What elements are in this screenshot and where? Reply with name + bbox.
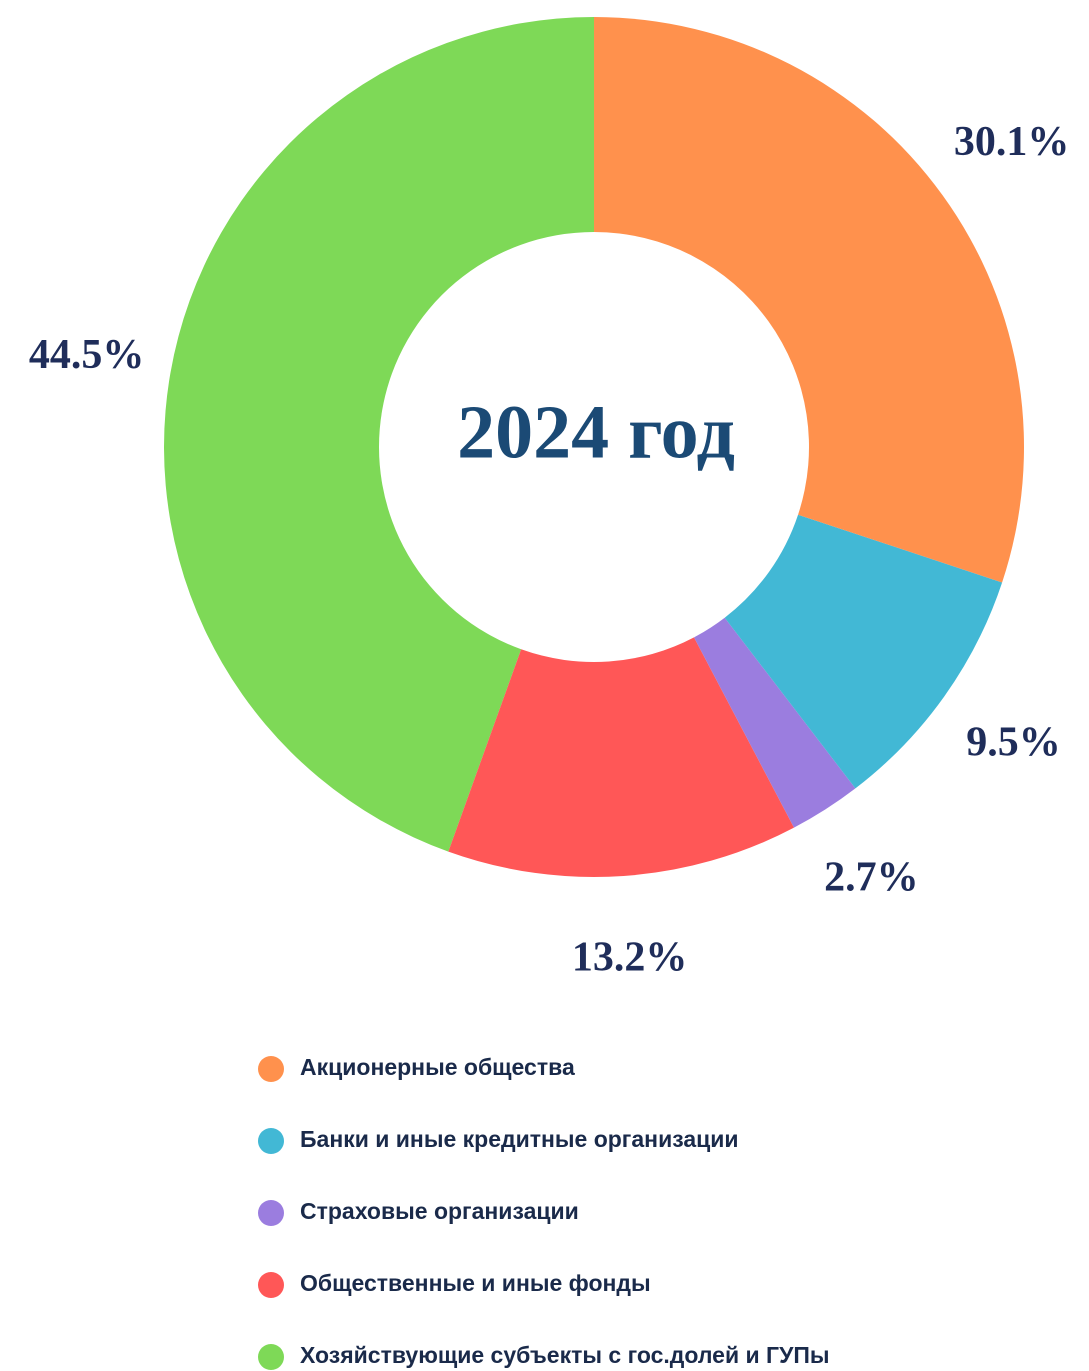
value-label: 13.2% xyxy=(572,934,688,980)
legend-label: Общественные и иные фонды xyxy=(300,1270,651,1296)
slice xyxy=(724,514,1003,789)
slice xyxy=(448,637,795,877)
legend-marker xyxy=(258,1200,284,1226)
legend-label: Банки и иные кредитные организации xyxy=(300,1126,739,1152)
legend-marker xyxy=(258,1056,284,1082)
legend-marker xyxy=(258,1344,284,1370)
value-label: 44.5% xyxy=(29,332,145,378)
slice xyxy=(694,617,856,828)
legend-label: Акционерные общества xyxy=(300,1054,575,1080)
value-label: 9.5% xyxy=(966,719,1061,765)
legend-label: Хозяйствующие субъекты с гос.долей и ГУП… xyxy=(300,1342,830,1368)
legend-label: Страховые организации xyxy=(300,1198,579,1224)
value-label: 2.7% xyxy=(824,855,919,901)
value-label: 30.1% xyxy=(954,119,1070,165)
legend-marker xyxy=(258,1272,284,1298)
slice xyxy=(594,17,1024,583)
slice xyxy=(164,17,595,852)
legend-marker xyxy=(258,1128,284,1154)
center-text: 2024 год xyxy=(457,390,735,474)
